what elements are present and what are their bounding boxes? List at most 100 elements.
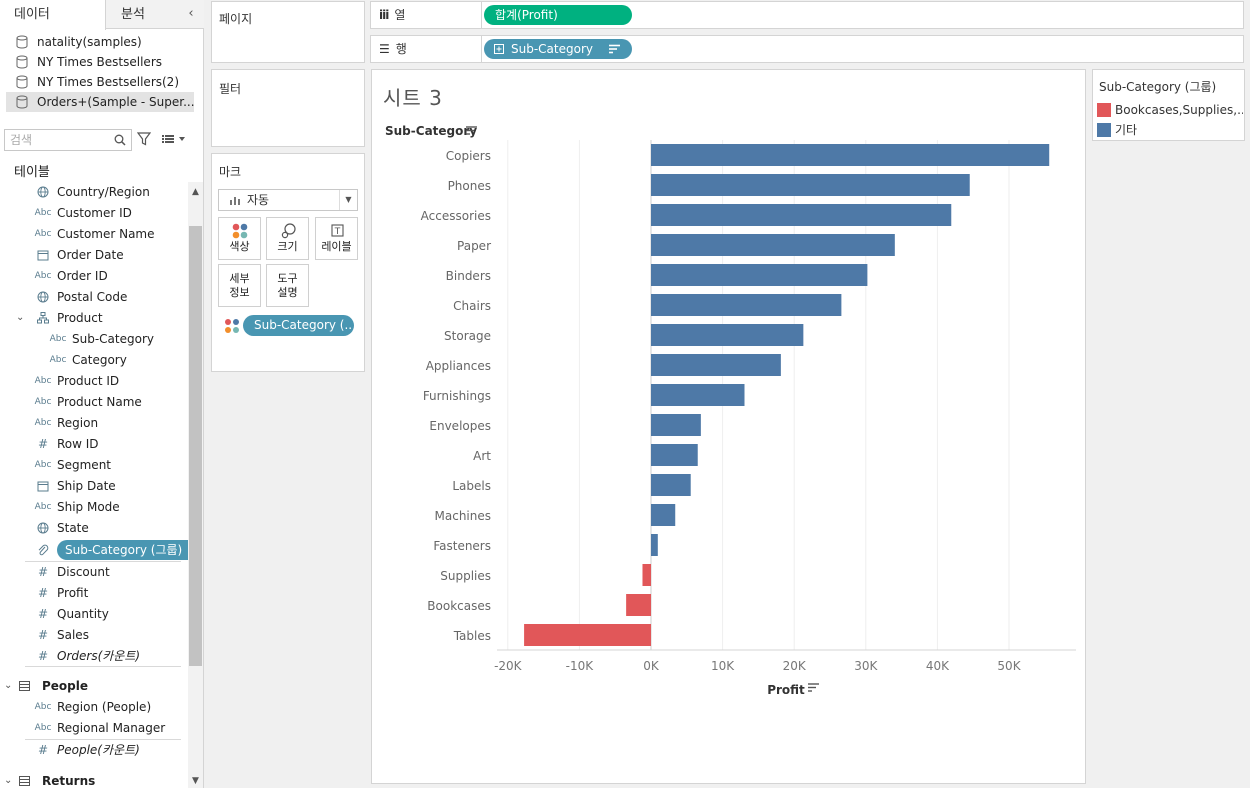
- field-label: Sales: [57, 628, 89, 642]
- field-item[interactable]: Product: [37, 308, 103, 329]
- number-type-icon: #: [37, 565, 49, 579]
- globe-icon: [32, 287, 54, 303]
- field-item[interactable]: Abc Region: [35, 413, 99, 434]
- string-type-icon: Abc: [34, 271, 52, 281]
- field-item[interactable]: Abc Category: [50, 350, 127, 371]
- field-item[interactable]: # Sales: [38, 625, 89, 646]
- marks-color-pill[interactable]: Sub-Category (..: [243, 315, 354, 336]
- field-item[interactable]: Sub-Category (그룹): [38, 540, 199, 560]
- sheet-title: 시트 3: [383, 86, 443, 110]
- globe-icon: [32, 182, 54, 198]
- field-label: Product ID: [57, 374, 120, 388]
- table-header-label: Returns: [42, 774, 96, 788]
- field-label: Product Name: [57, 395, 142, 409]
- filters-shelf[interactable]: 필터: [211, 69, 365, 147]
- field-label: Ship Mode: [57, 500, 120, 514]
- field-item[interactable]: # People(카운트): [38, 740, 140, 761]
- field-item[interactable]: Abc Ship Mode: [35, 497, 120, 518]
- columns-shelf[interactable]: iii 열 합계(Profit): [370, 1, 1244, 29]
- table-header-label: People: [42, 679, 89, 693]
- datasource-item[interactable]: NY Times Bestsellers: [6, 52, 194, 72]
- field-item[interactable]: Abc Sub-Category: [50, 329, 154, 350]
- scrollbar-thumb[interactable]: [189, 226, 202, 666]
- legend-swatch: [1097, 123, 1111, 137]
- field-item[interactable]: Order Date: [37, 245, 124, 266]
- search-input[interactable]: 검색: [4, 129, 132, 151]
- pages-title: 페이지: [219, 12, 253, 26]
- size-button[interactable]: 크기: [266, 217, 309, 260]
- legend-item[interactable]: Bookcases,Supplies,...: [1097, 102, 1243, 118]
- mark-type-select[interactable]: 자동 ▼: [218, 189, 358, 211]
- field-item[interactable]: # Orders(카운트): [38, 646, 140, 667]
- tooltip-button[interactable]: 도구 설명: [266, 264, 309, 307]
- divider: [25, 666, 181, 667]
- field-label: Row ID: [57, 437, 99, 451]
- color-button[interactable]: 색상: [218, 217, 261, 260]
- color-legend[interactable]: Sub-Category (그룹) Bookcases,Supplies,...…: [1092, 69, 1245, 141]
- view-options-icon[interactable]: [162, 133, 186, 145]
- field-item[interactable]: Abc Customer Name: [35, 224, 155, 245]
- tab-data[interactable]: 데이터: [0, 0, 106, 30]
- field-item[interactable]: # Row ID: [38, 434, 99, 455]
- field-item[interactable]: Abc Order ID: [35, 266, 108, 287]
- scroll-down-icon[interactable]: ▼: [192, 776, 199, 786]
- field-item[interactable]: Abc Product ID: [35, 371, 120, 392]
- label-label: 레이블: [321, 240, 352, 253]
- string-type-icon: Abc: [34, 702, 52, 712]
- field-item[interactable]: Abc Product Name: [35, 392, 142, 413]
- filter-icon[interactable]: [137, 132, 151, 146]
- viz-area[interactable]: [371, 69, 1086, 784]
- rows-pill[interactable]: Sub-Category: [484, 39, 632, 59]
- datasource-icon: [16, 55, 28, 69]
- search-placeholder: 검색: [10, 133, 33, 147]
- field-item[interactable]: Country/Region: [37, 182, 150, 203]
- expand-chevron-icon[interactable]: ⌄: [16, 312, 25, 323]
- text-label-icon: T: [331, 224, 344, 237]
- field-label: State: [57, 521, 89, 535]
- number-type-icon: #: [37, 607, 49, 621]
- datasource-item[interactable]: Orders+(Sample - Super...: [6, 92, 194, 112]
- datasource-icon: [16, 35, 28, 49]
- field-item[interactable]: State: [37, 518, 89, 539]
- table-header-returns_header[interactable]: ⌄ Returns: [4, 771, 95, 788]
- field-label: Customer ID: [57, 206, 132, 220]
- label-button[interactable]: T 레이블: [315, 217, 358, 260]
- field-label: Product: [57, 311, 103, 325]
- table-icon: [19, 776, 30, 786]
- size-icon: [281, 223, 296, 239]
- detail-label-line1: 세부: [229, 272, 250, 285]
- datasource-label: NY Times Bestsellers(2): [37, 75, 179, 89]
- legend-label: Bookcases,Supplies,...: [1115, 103, 1243, 117]
- field-label: Discount: [57, 565, 110, 579]
- table-header-people_header[interactable]: ⌄ People: [4, 676, 88, 696]
- marks-card: 마크: [211, 153, 365, 372]
- field-item[interactable]: Abc Region (People): [35, 697, 152, 718]
- chevron-icon: ⌄: [4, 680, 13, 691]
- table-icon: [19, 681, 30, 691]
- number-type-icon: #: [37, 628, 49, 642]
- field-item[interactable]: # Quantity: [38, 604, 109, 625]
- legend-item[interactable]: 기타: [1097, 122, 1243, 138]
- detail-label-line2: 정보: [229, 286, 250, 299]
- detail-button[interactable]: 세부 정보: [218, 264, 261, 307]
- divider: [25, 739, 181, 740]
- field-item[interactable]: Abc Segment: [35, 455, 111, 476]
- field-label: Quantity: [57, 607, 109, 621]
- pages-shelf[interactable]: 페이지: [211, 1, 365, 63]
- field-label: Regional Manager: [57, 721, 166, 735]
- field-item[interactable]: # Profit: [38, 583, 88, 604]
- scroll-up-icon[interactable]: ▲: [192, 187, 199, 197]
- field-item[interactable]: Abc Customer ID: [35, 203, 132, 224]
- rows-shelf[interactable]: ☰ 행 Sub-Category: [370, 35, 1244, 63]
- columns-pill[interactable]: 합계(Profit): [484, 5, 632, 25]
- datasource-item[interactable]: natality(samples): [6, 32, 194, 52]
- field-item[interactable]: Postal Code: [37, 287, 127, 308]
- string-type-icon: Abc: [34, 397, 52, 407]
- number-type-icon: #: [37, 586, 49, 600]
- field-item[interactable]: # Discount: [38, 562, 110, 583]
- datasource-item[interactable]: NY Times Bestsellers(2): [6, 72, 194, 92]
- collapse-pane-icon[interactable]: ‹: [188, 6, 194, 21]
- field-item[interactable]: Ship Date: [37, 476, 116, 497]
- tab-analysis[interactable]: 분석: [121, 7, 145, 22]
- field-item[interactable]: Abc Regional Manager: [35, 718, 166, 739]
